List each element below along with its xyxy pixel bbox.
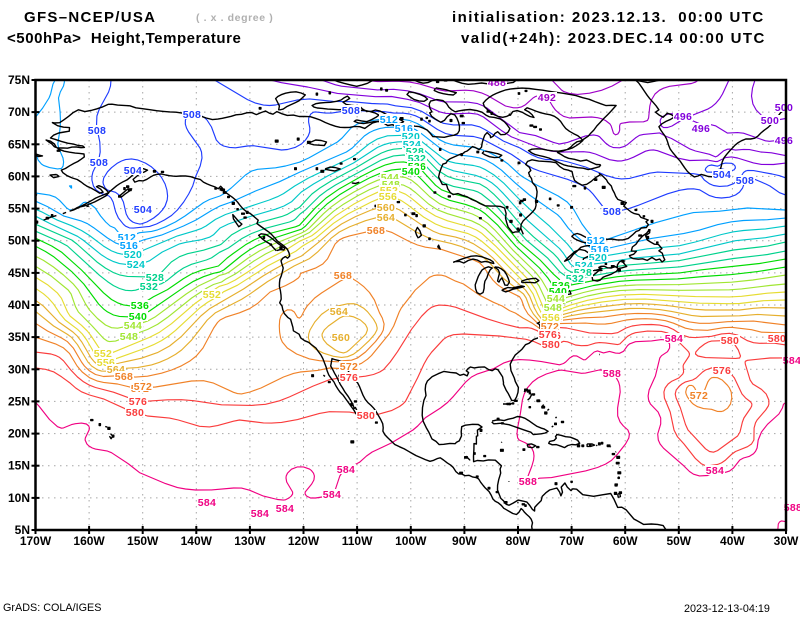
svg-text:584: 584 [665,333,683,345]
svg-text:588: 588 [603,368,621,380]
svg-text:10N: 10N [8,491,30,505]
svg-text:520: 520 [124,249,142,261]
svg-text:110W: 110W [342,534,373,548]
svg-text:568: 568 [367,225,385,237]
svg-text:532: 532 [140,281,158,293]
svg-text:552: 552 [203,289,221,301]
svg-text:536: 536 [131,300,149,312]
svg-text:50N: 50N [8,234,30,248]
svg-text:160W: 160W [73,534,105,548]
svg-text:70N: 70N [8,105,30,119]
svg-text:90W: 90W [452,534,477,548]
svg-text:150W: 150W [127,534,159,548]
svg-text:584: 584 [706,465,724,477]
svg-text:80W: 80W [506,534,531,548]
svg-text:45N: 45N [8,266,30,280]
svg-text:576: 576 [539,329,557,341]
svg-text:572: 572 [690,390,708,402]
svg-text:<500hPa> Height,Temperature: <500hPa> Height,Temperature [7,30,241,47]
svg-text:initialisation: 2023.12.13. 0: initialisation: 2023.12.13. 00:00 UTC [452,9,765,26]
svg-text:580: 580 [542,339,560,351]
svg-text:496: 496 [692,123,710,135]
svg-text:492: 492 [538,92,556,104]
svg-text:512: 512 [380,114,398,126]
svg-text:50W: 50W [666,534,691,548]
svg-text:508: 508 [183,109,201,121]
svg-text:508: 508 [88,125,106,137]
svg-text:568: 568 [115,371,133,383]
svg-text:504: 504 [124,165,142,177]
svg-text:60W: 60W [613,534,638,548]
svg-text:75N: 75N [8,73,30,87]
svg-text:20N: 20N [8,427,30,441]
svg-text:556: 556 [379,191,397,203]
svg-text:584: 584 [337,464,355,476]
svg-text:496: 496 [674,111,692,123]
svg-text:496: 496 [775,135,793,147]
svg-text:576: 576 [340,372,358,384]
svg-text:560: 560 [377,202,395,214]
svg-text:580: 580 [126,407,144,419]
svg-text:2023-12-13-04:19: 2023-12-13-04:19 [684,603,770,615]
svg-text:5N: 5N [15,523,30,537]
svg-text:504: 504 [134,204,152,216]
svg-text:100W: 100W [395,534,427,548]
svg-text:55N: 55N [8,202,30,216]
svg-text:120W: 120W [288,534,320,548]
svg-text:508: 508 [736,175,754,187]
svg-text:580: 580 [768,333,786,345]
svg-text:584: 584 [198,497,216,509]
svg-text:500: 500 [775,102,793,114]
svg-text:70W: 70W [559,534,584,548]
svg-text:500: 500 [761,115,779,127]
svg-text:576: 576 [129,396,147,408]
svg-text:valid(+24h): 2023.DEC.14 00:00: valid(+24h): 2023.DEC.14 00:00 UTC [461,30,766,47]
svg-text:40W: 40W [720,534,745,548]
svg-text:588: 588 [784,502,800,514]
svg-text:548: 548 [120,331,138,343]
svg-text:580: 580 [721,335,739,347]
svg-text:540: 540 [402,166,420,178]
svg-text:564: 564 [330,306,348,318]
svg-text:( . x . degree ): ( . x . degree ) [196,12,273,24]
svg-text:130W: 130W [234,534,266,548]
svg-text:568: 568 [334,270,352,282]
svg-text:504: 504 [713,169,731,181]
svg-text:15N: 15N [8,459,30,473]
svg-text:564: 564 [377,212,395,224]
svg-text:572: 572 [340,361,358,373]
svg-text:30W: 30W [774,534,799,548]
svg-text:60N: 60N [8,169,30,183]
svg-text:508: 508 [90,157,108,169]
svg-text:580: 580 [357,410,375,422]
svg-text:508: 508 [342,105,360,117]
svg-text:588: 588 [519,476,537,488]
svg-text:25N: 25N [8,394,30,408]
svg-text:584: 584 [251,508,269,520]
svg-text:576: 576 [713,365,731,377]
svg-text:35N: 35N [8,330,30,344]
svg-text:170W: 170W [20,534,52,548]
svg-text:584: 584 [276,503,294,515]
svg-text:488: 488 [488,77,506,89]
svg-text:140W: 140W [181,534,213,548]
svg-text:572: 572 [134,381,152,393]
svg-text:40N: 40N [8,298,30,312]
svg-text:GrADS: COLA/IGES: GrADS: COLA/IGES [3,602,101,614]
svg-text:65N: 65N [8,137,30,151]
svg-text:560: 560 [332,332,350,344]
svg-text:524: 524 [127,259,145,271]
svg-text:544: 544 [124,320,142,332]
svg-text:GFS–NCEP/USA: GFS–NCEP/USA [24,9,156,26]
svg-text:30N: 30N [8,362,30,376]
svg-text:508: 508 [603,206,621,218]
svg-text:584: 584 [323,489,341,501]
